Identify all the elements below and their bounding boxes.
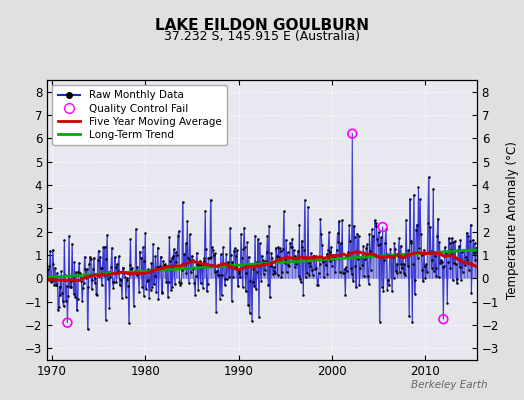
Point [439,316,447,322]
Text: Berkeley Earth: Berkeley Earth [411,380,487,390]
Point [63,320,72,326]
Point [378,224,387,230]
Text: LAKE EILDON GOULBURN: LAKE EILDON GOULBURN [155,18,369,33]
Point [348,130,356,137]
Legend: Raw Monthly Data, Quality Control Fail, Five Year Moving Average, Long-Term Tren: Raw Monthly Data, Quality Control Fail, … [52,85,227,145]
Text: 37.232 S, 145.915 E (Australia): 37.232 S, 145.915 E (Australia) [164,30,360,43]
Y-axis label: Temperature Anomaly (°C): Temperature Anomaly (°C) [506,141,519,299]
